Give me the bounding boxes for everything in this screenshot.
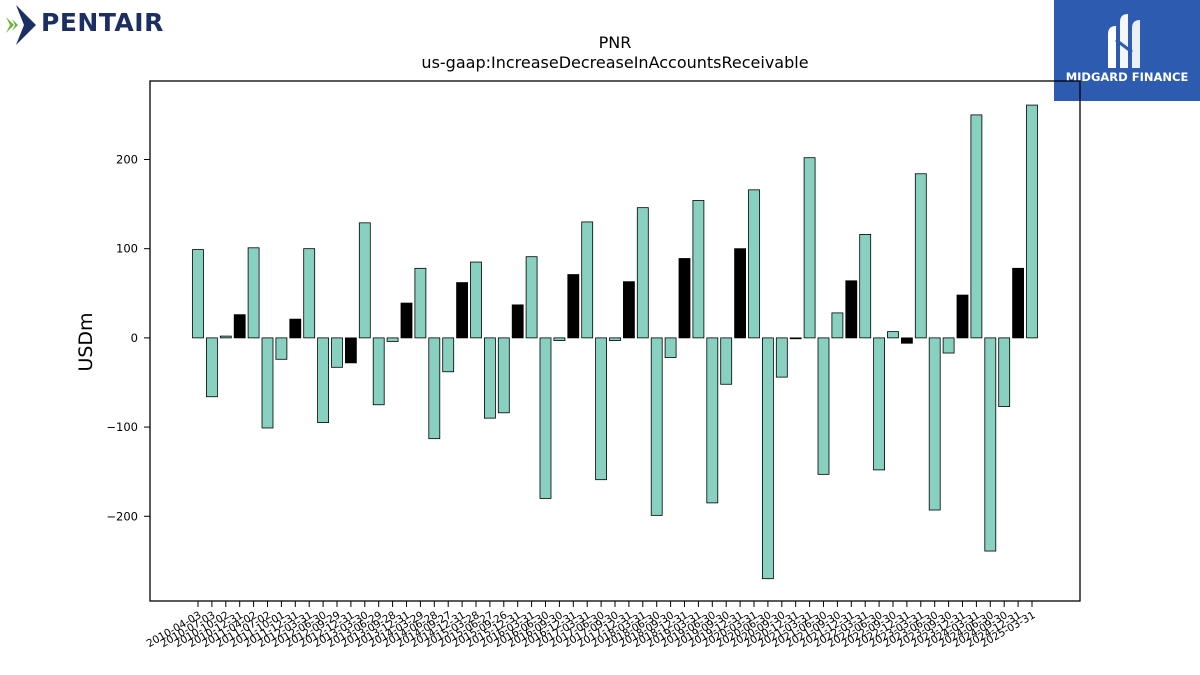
bar [511, 304, 524, 339]
bar [928, 337, 941, 511]
bar [887, 331, 899, 339]
bar [623, 281, 635, 339]
bar [400, 302, 413, 339]
bar [456, 282, 469, 339]
y-axis: −200 −100 0 100 200 [106, 152, 150, 523]
bar [317, 337, 330, 424]
bar [762, 337, 774, 580]
bar [942, 337, 955, 354]
bar [692, 200, 705, 339]
bar [372, 337, 385, 406]
plot-frame [149, 80, 1081, 602]
bar [442, 337, 455, 373]
bar [636, 207, 649, 339]
bar [497, 337, 510, 414]
bar [483, 337, 496, 419]
y-tick-label: −200 [106, 509, 138, 523]
y-tick-label: 0 [131, 331, 138, 345]
bar [817, 337, 830, 475]
x-axis: 2010-04-032010-07-032010-10-022010-12-31… [145, 601, 1038, 650]
bar [303, 248, 316, 339]
bar [567, 274, 580, 339]
bar [831, 312, 844, 339]
bar [275, 337, 288, 360]
bar [344, 337, 357, 364]
pentair-logo: PENTAIR [0, 0, 180, 50]
bar [970, 114, 983, 339]
brand-left-name: PENTAIR [41, 8, 164, 37]
y-tick-label: 200 [116, 152, 138, 166]
chart-title: PNR [599, 33, 632, 52]
bar [873, 337, 885, 471]
midgard-finance-logo: MIDGARD FINANCE [1054, 0, 1200, 101]
bar [525, 256, 538, 339]
bar [1012, 267, 1024, 339]
bar [414, 267, 427, 339]
bar [233, 314, 246, 339]
bar [609, 337, 621, 341]
bar [1026, 104, 1038, 339]
bar [859, 234, 872, 339]
bar [581, 221, 594, 339]
bar [998, 337, 1011, 407]
bar [470, 261, 482, 339]
bar [205, 337, 218, 398]
bar [720, 337, 733, 385]
bar [706, 337, 719, 504]
bar [664, 337, 677, 358]
bar [789, 337, 802, 340]
bar [539, 337, 552, 499]
bar [775, 337, 788, 378]
bar [845, 280, 858, 339]
midgard-m-logo-icon [1108, 14, 1140, 68]
bar [956, 294, 969, 339]
bar [247, 247, 260, 339]
bar [748, 189, 760, 339]
bar [914, 173, 927, 339]
chart-subtitle: us-gaap:IncreaseDecreaseInAccountsReceiv… [421, 53, 808, 72]
y-axis-label: USDm [75, 312, 97, 371]
bar [678, 258, 691, 339]
bar [595, 337, 607, 481]
bar [219, 335, 232, 339]
pentair-diamond-logo-icon [6, 5, 36, 45]
bar [428, 337, 441, 440]
bar [984, 337, 997, 552]
bar [650, 337, 663, 516]
bar [192, 249, 204, 339]
bar [901, 337, 913, 344]
bars-group [192, 104, 1038, 580]
y-tick-label: 100 [116, 242, 138, 256]
y-tick-label: −100 [106, 420, 138, 434]
bar [803, 157, 816, 339]
bar [289, 318, 302, 339]
bar [331, 337, 343, 368]
bar [386, 337, 399, 342]
bar [553, 337, 566, 341]
bar [734, 248, 746, 339]
bar [358, 222, 371, 339]
brand-right-name: MIDGARD FINANCE [1065, 70, 1189, 84]
bar [261, 337, 274, 429]
